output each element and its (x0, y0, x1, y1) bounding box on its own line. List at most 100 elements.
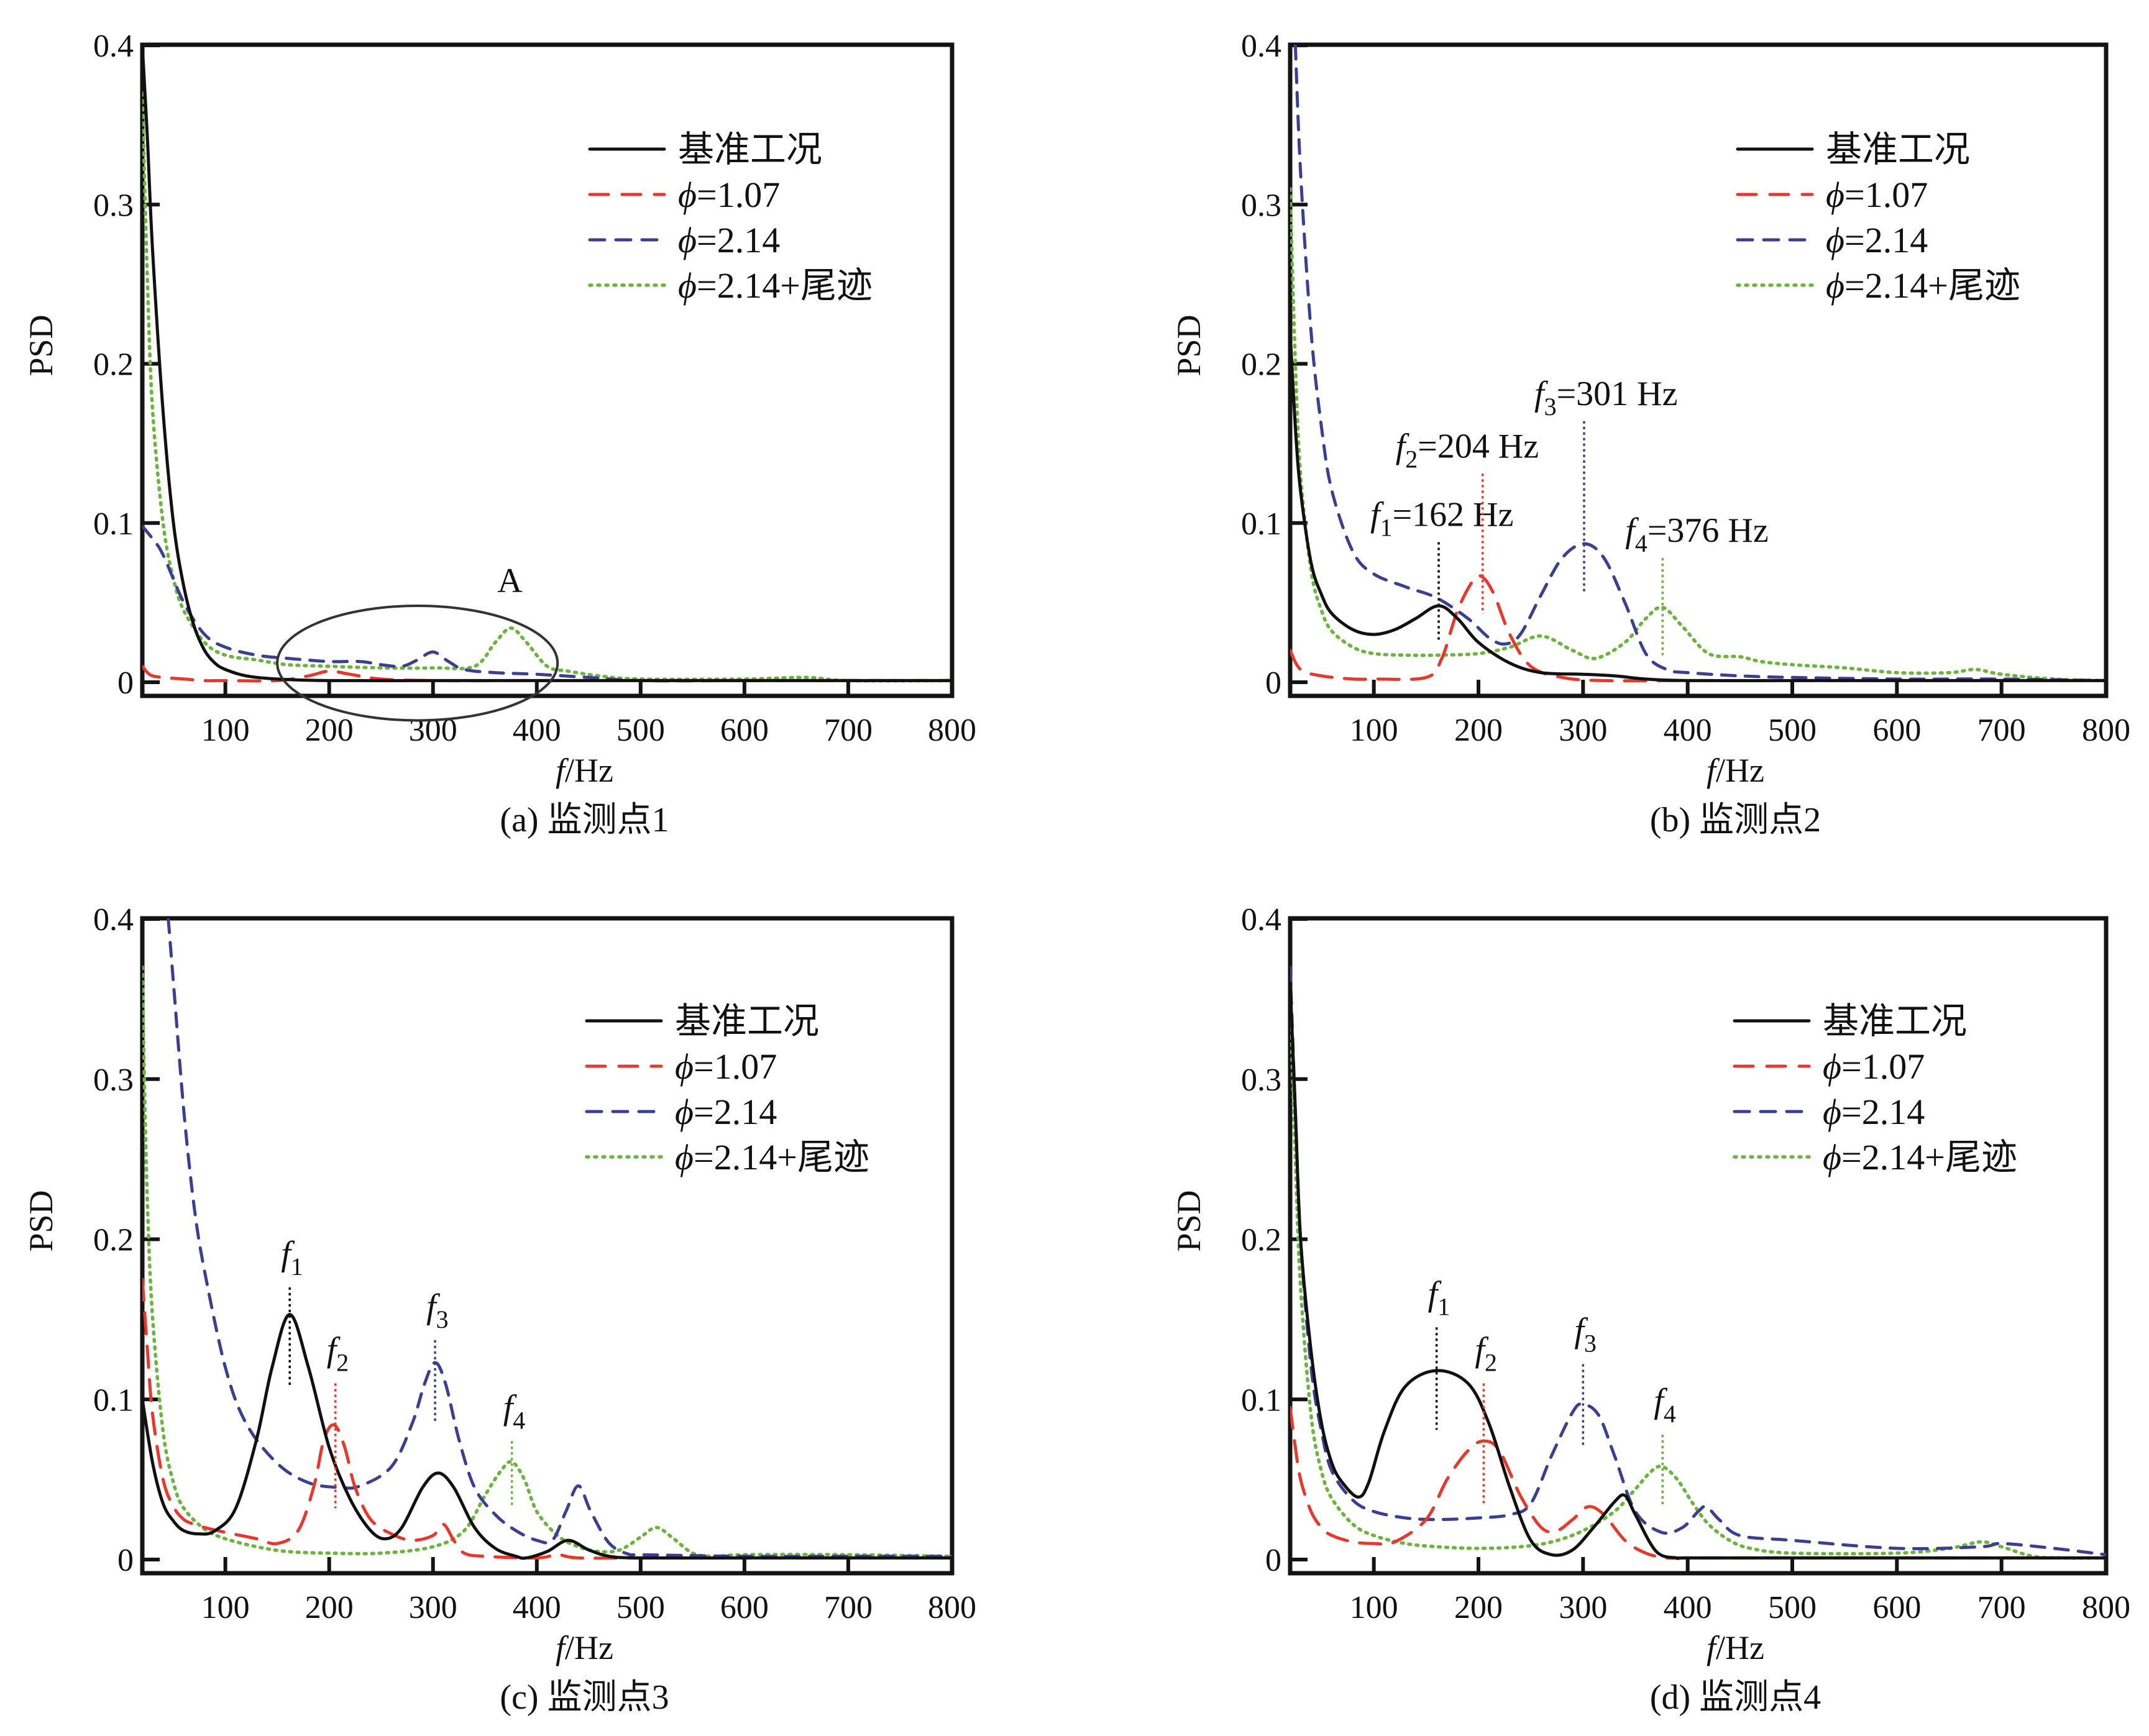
series-line-phi-2-14 (1293, 45, 2106, 682)
legend: 基准工况 ϕ=1.07 ϕ=2.14 ϕ=2.14+尾迹 (588, 129, 873, 306)
legend-item: ϕ=2.14+尾迹 (1736, 265, 2020, 306)
peak-label: f3 (1574, 1312, 1597, 1358)
series-line-phi-1-07 (1290, 573, 2106, 683)
x-tick-label: 500 (616, 713, 665, 748)
legend: 基准工况 ϕ=1.07 ϕ=2.14 ϕ=2.14+尾迹 (1736, 129, 2020, 306)
legend-label: ϕ=2.14+尾迹 (678, 265, 873, 306)
x-tick-label: 400 (1664, 1590, 1712, 1625)
x-tick-label: 400 (513, 1590, 561, 1625)
legend-label: ϕ=2.14+尾迹 (1826, 265, 2020, 306)
x-tick-label: 600 (720, 1590, 769, 1625)
series-line-phi-2-14-wake (1290, 186, 2106, 683)
x-tick-label: 700 (1977, 1590, 2026, 1625)
plot-frame (140, 916, 955, 1576)
series-group (142, 918, 952, 1560)
series-line-phi-2-14-wake (1290, 997, 2106, 1560)
legend-item: 基准工况 (1733, 1001, 1967, 1041)
y-tick-label: 0.4 (93, 29, 134, 64)
legend: 基准工况 ϕ=1.07 ϕ=2.14 ϕ=2.14+尾迹 (1733, 1001, 2017, 1177)
legend-item: ϕ=1.07 (585, 1046, 777, 1087)
x-axis-title: f/Hz (556, 752, 613, 789)
y-tick-label: 0 (1265, 1543, 1281, 1578)
y-axis-title: PSD (1170, 314, 1207, 376)
plot-frame (1288, 916, 2109, 1576)
legend: 基准工况 ϕ=1.07 ϕ=2.14 ϕ=2.14+尾迹 (585, 1001, 869, 1177)
legend-item: ϕ=1.07 (1736, 175, 1928, 215)
legend-label: ϕ=2.14 (675, 1092, 777, 1132)
legend-item: ϕ=2.14+尾迹 (588, 265, 873, 306)
x-tick-label: 100 (201, 1590, 250, 1625)
y-tick-label: 0.1 (1241, 506, 1281, 542)
y-tick-label: 0.2 (93, 1223, 134, 1258)
peak-label: f1=162 Hz (1370, 496, 1513, 542)
x-tick-label: 200 (1454, 713, 1503, 748)
panel-caption: (b) 监测点2 (1650, 801, 1821, 839)
legend-item: ϕ=1.07 (588, 175, 780, 215)
series-line-phi-1-07 (1290, 1405, 2106, 1560)
y-tick-label: 0.3 (93, 1062, 134, 1098)
x-tick-label: 200 (305, 1590, 354, 1625)
y-tick-label: 0 (117, 1543, 134, 1578)
x-tick-label: 500 (1768, 713, 1817, 748)
y-tick-label: 0 (117, 665, 134, 701)
legend-label: 基准工况 (675, 1001, 819, 1041)
legend-label: 基准工况 (1826, 129, 1970, 170)
x-tick-label: 800 (928, 1590, 976, 1625)
series-line-baseline (142, 45, 952, 683)
legend-label: ϕ=2.14+尾迹 (675, 1137, 869, 1177)
series-line-phi-1-07 (142, 1277, 952, 1560)
x-tick-label: 800 (2082, 1590, 2130, 1625)
series-line-phi-2-14 (167, 918, 952, 1558)
y-tick-label: 0.4 (1241, 29, 1281, 64)
x-tick-label: 700 (1977, 713, 2026, 748)
series-line-phi-2-14 (1290, 965, 2106, 1556)
region-label: A (497, 562, 523, 600)
x-tick-label: 600 (1872, 1590, 1921, 1625)
peak-label: f2 (1475, 1330, 1497, 1376)
y-axis-title: PSD (1170, 1190, 1207, 1251)
peak-label: f4=376 Hz (1625, 511, 1768, 557)
legend-label: ϕ=1.07 (1826, 175, 1928, 215)
y-tick-label: 0.4 (93, 902, 134, 938)
plot-frame (140, 42, 955, 698)
series-line-baseline (142, 1313, 952, 1560)
x-tick-label: 400 (513, 713, 561, 748)
legend-item: ϕ=2.14 (588, 220, 780, 260)
legend-item: ϕ=2.14 (585, 1092, 777, 1132)
panel-caption: (a) 监测点1 (500, 801, 669, 839)
series-group (1290, 965, 2106, 1560)
y-tick-label: 0.1 (1241, 1382, 1281, 1418)
series-line-phi-2-14 (142, 524, 952, 683)
peak-label: f4 (503, 1388, 526, 1434)
x-tick-label: 300 (409, 1590, 457, 1625)
panel-c: 0 0.1 0.2 0.3 0.4 100 200 300 400 500 600 700 800 f/H… (22, 902, 976, 1717)
x-tick-label: 800 (2082, 713, 2130, 748)
legend-item: ϕ=1.07 (1733, 1046, 1925, 1087)
y-tick-label: 0.2 (1241, 347, 1281, 383)
series-line-baseline (1290, 330, 2106, 683)
legend-item: 基准工况 (585, 1001, 819, 1041)
peak-label: f3 (426, 1287, 449, 1333)
x-tick-label: 100 (1350, 1590, 1398, 1625)
x-tick-label: 600 (1872, 713, 1921, 748)
legend-item: ϕ=2.14 (1733, 1092, 1925, 1132)
legend-label: ϕ=1.07 (678, 175, 780, 215)
legend-label: ϕ=2.14 (1823, 1092, 1925, 1132)
legend-item: 基准工况 (1736, 129, 1970, 170)
x-tick-label: 200 (1454, 1590, 1503, 1625)
x-axis-title: f/Hz (1707, 1629, 1764, 1666)
x-tick-label: 500 (1768, 1590, 1817, 1625)
panel-d: 0 0.1 0.2 0.3 0.4 100 200 300 400 500 600 700 800 f/H… (1170, 902, 2130, 1717)
peak-label: f4 (1654, 1382, 1676, 1428)
panel-caption: (d) 监测点4 (1650, 1678, 1821, 1717)
x-tick-label: 100 (1350, 713, 1398, 748)
series-group (1290, 45, 2106, 683)
series-line-phi-2-14-wake (142, 91, 952, 683)
y-axis-title: PSD (22, 314, 60, 376)
x-axis-title: f/Hz (556, 1629, 613, 1666)
peak-label: f3=301 Hz (1534, 375, 1677, 421)
legend-label: 基准工况 (678, 129, 822, 170)
series-group (142, 45, 952, 683)
